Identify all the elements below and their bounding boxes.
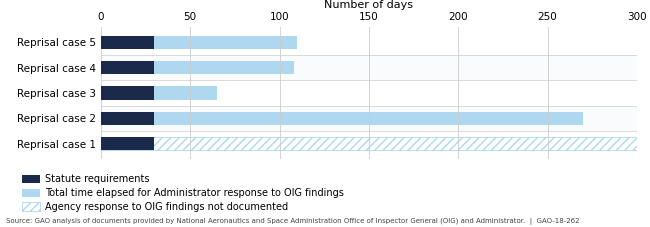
Bar [101, 86, 217, 100]
Bar [101, 30, 637, 55]
X-axis label: Number of days: Number of days [324, 0, 413, 10]
Bar [101, 36, 155, 49]
Bar [101, 36, 298, 49]
Bar [101, 86, 155, 100]
Bar [101, 61, 294, 74]
Bar [101, 137, 155, 150]
Bar [101, 112, 155, 125]
Bar [101, 106, 637, 131]
Text: Source: GAO analysis of documents provided by National Aeronautics and Space Adm: Source: GAO analysis of documents provid… [6, 218, 580, 225]
Legend: Statute requirements, Total time elapsed for Administrator response to OIG findi: Statute requirements, Total time elapsed… [23, 174, 344, 212]
Bar [101, 137, 637, 150]
Bar [101, 80, 637, 106]
Bar [101, 131, 637, 156]
Bar [101, 61, 155, 74]
Bar [101, 55, 637, 80]
Bar [101, 112, 584, 125]
